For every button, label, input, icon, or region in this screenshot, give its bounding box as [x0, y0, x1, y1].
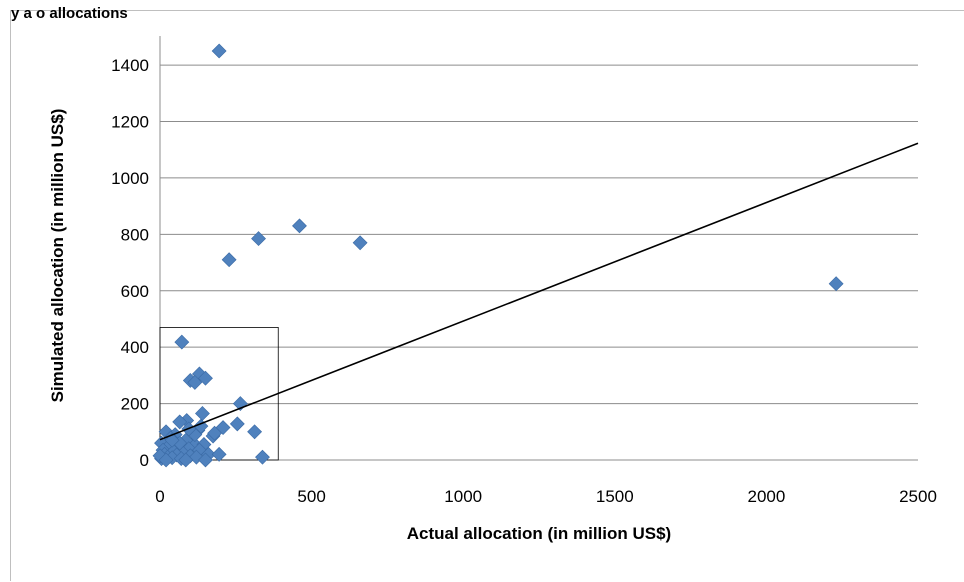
- data-point: [255, 449, 270, 465]
- trendline: [159, 142, 919, 441]
- y-axis-title: Simulated allocation (in million US$): [48, 109, 67, 403]
- x-tick-label: 0: [155, 487, 164, 506]
- gridlines: [160, 64, 918, 405]
- data-point: [211, 446, 227, 462]
- data-point: [211, 43, 227, 59]
- data-point: [221, 252, 237, 268]
- data-point: [187, 375, 203, 390]
- data-point: [164, 432, 180, 448]
- x-tick-labels: 0 500 1000 1500 2000 2500: [155, 487, 937, 506]
- data-point: [178, 452, 194, 468]
- x-tick-label: 2000: [747, 487, 785, 506]
- scatter-chart: 0 500 1000 1500 2000 2500 0 200 400 600 800 1000 12…: [48, 36, 937, 543]
- data-point: [174, 334, 190, 350]
- data-point: [352, 235, 368, 251]
- x-tick-label: 1000: [444, 487, 482, 506]
- data-point: [229, 416, 245, 432]
- axes: [159, 36, 918, 461]
- header-fragment: y a o allocations: [11, 5, 128, 22]
- data-point: [158, 452, 174, 468]
- data-point: [251, 231, 266, 247]
- y-tick-label: 800: [121, 225, 149, 244]
- y-tick-label: 1400: [111, 56, 149, 75]
- data-point: [198, 370, 213, 386]
- data-point: [198, 452, 213, 468]
- y-tick-label: 1000: [111, 169, 149, 188]
- data-point: [152, 448, 168, 464]
- y-tick-label: 1200: [111, 113, 149, 132]
- data-point: [292, 218, 307, 234]
- data-point: [207, 425, 223, 441]
- y-tick-label: 200: [121, 395, 149, 414]
- x-tick-label: 1500: [596, 487, 634, 506]
- chart-frame: y a o allocations 0 500 1000 1500 2000 2500 0…: [10, 5, 964, 581]
- y-tick-label: 400: [121, 338, 149, 357]
- x-tick-label: 500: [297, 487, 325, 506]
- trendline-line: [159, 142, 919, 441]
- x-axis-title: Actual allocation (in million US$): [407, 524, 671, 543]
- data-point: [247, 424, 263, 440]
- y-tick-label: 600: [121, 282, 149, 301]
- y-tick-labels: 0 200 400 600 800 1000 1200 1400: [111, 56, 149, 470]
- data-points: [152, 43, 844, 468]
- data-point: [195, 406, 210, 421]
- y-tick-label: 0: [140, 451, 149, 470]
- x-tick-label: 2500: [899, 487, 937, 506]
- data-point: [828, 276, 844, 292]
- data-point: [172, 414, 188, 430]
